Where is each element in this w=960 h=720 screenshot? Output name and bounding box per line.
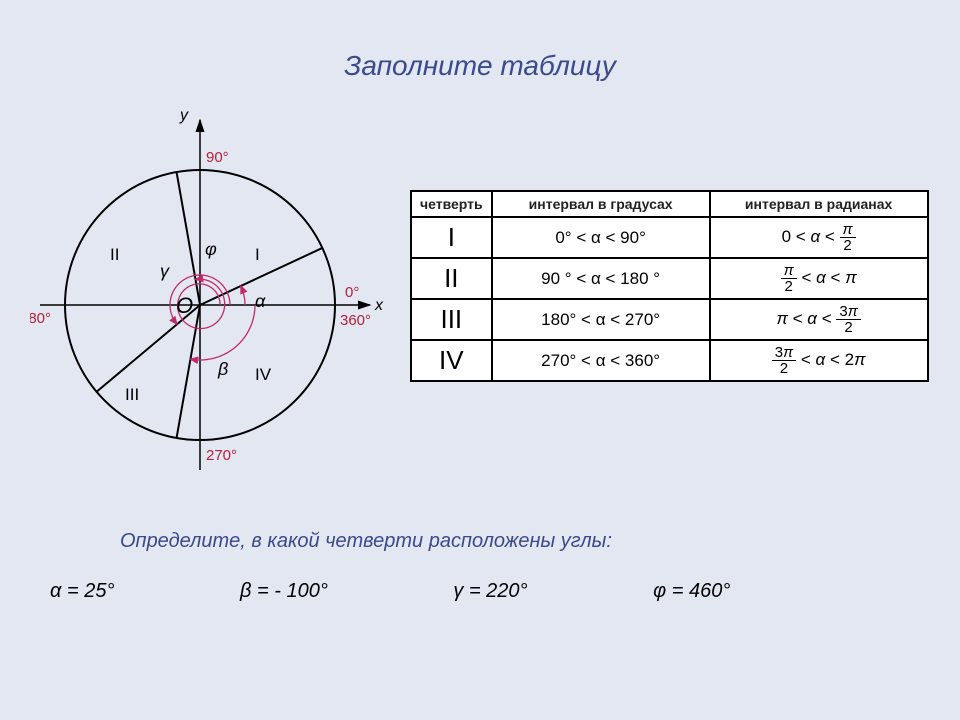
svg-text:270°: 270° (206, 447, 237, 464)
header-quadrant: четверть (411, 191, 492, 217)
svg-text:γ: γ (160, 261, 170, 281)
svg-text:x: x (374, 297, 384, 314)
cell-quadrant: II (411, 258, 492, 299)
cell-quadrant: III (411, 299, 492, 340)
svg-text:90°: 90° (206, 149, 229, 166)
question-text: Определите, в какой четверти расположены… (120, 530, 612, 553)
svg-text:φ: φ (205, 239, 217, 259)
svg-text:O: O (176, 293, 193, 318)
cell-radians: π2 < α < π (710, 258, 928, 299)
table-row: III180° < α < 270°π < α < 3π2 (411, 299, 928, 340)
table-row: II90 ° < α < 180 °π2 < α < π (411, 258, 928, 299)
angle-phi: φ = 460° (653, 580, 730, 603)
header-degrees: интервал в градусах (492, 191, 710, 217)
svg-text:III: III (125, 385, 139, 404)
svg-text:α: α (255, 291, 266, 311)
page-title: Заполните таблицу (0, 50, 960, 82)
unit-circle-diagram: xyO0°360°90°180°270°IIIIIIIVαβγφ (30, 100, 390, 500)
quadrant-table: четверть интервал в градусах интервал в … (410, 190, 929, 382)
svg-text:IV: IV (255, 365, 272, 384)
angle-alpha: α = 25° (50, 580, 114, 603)
angle-gamma: γ = 220° (453, 580, 527, 603)
angle-beta: β = - 100° (240, 580, 328, 603)
table-row: I0° < α < 90°0 < α < π2 (411, 217, 928, 258)
svg-text:360°: 360° (340, 312, 371, 329)
svg-text:y: y (179, 107, 189, 124)
cell-degrees: 0° < α < 90° (492, 217, 710, 258)
cell-radians: π < α < 3π2 (710, 299, 928, 340)
cell-quadrant: IV (411, 340, 492, 381)
cell-quadrant: I (411, 217, 492, 258)
svg-text:180°: 180° (30, 310, 51, 327)
svg-text:II: II (110, 245, 119, 264)
cell-radians: 0 < α < π2 (710, 217, 928, 258)
header-radians: интервал в радианах (710, 191, 928, 217)
svg-text:β: β (217, 359, 228, 379)
table-row: IV270° < α < 360°3π2 < α < 2π (411, 340, 928, 381)
svg-text:I: I (255, 245, 260, 264)
cell-radians: 3π2 < α < 2π (710, 340, 928, 381)
angle-values: α = 25° β = - 100° γ = 220° φ = 460° (50, 580, 850, 603)
cell-degrees: 180° < α < 270° (492, 299, 710, 340)
cell-degrees: 90 ° < α < 180 ° (492, 258, 710, 299)
svg-text:0°: 0° (345, 284, 359, 301)
cell-degrees: 270° < α < 360° (492, 340, 710, 381)
